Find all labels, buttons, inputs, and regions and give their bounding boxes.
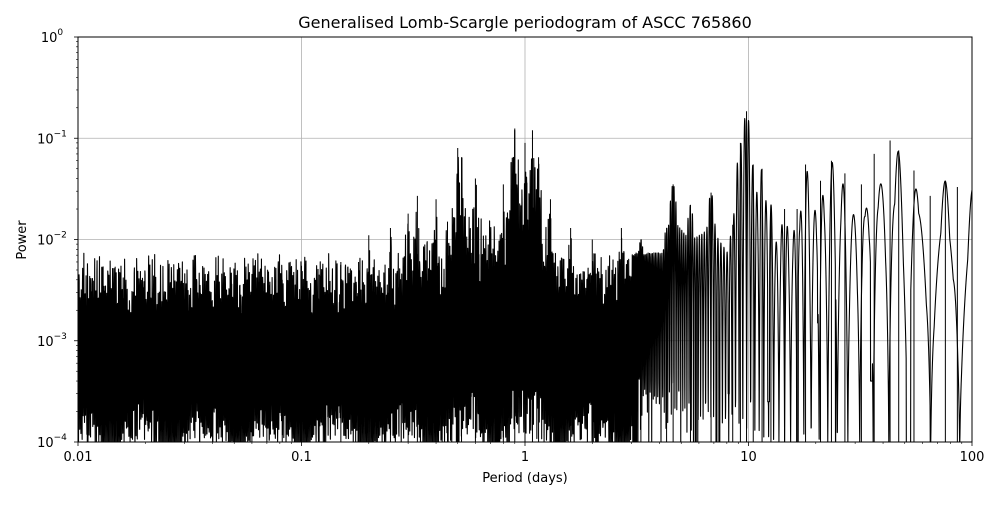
chart-title: Generalised Lomb-Scargle periodogram of …	[298, 13, 752, 32]
data-layer	[77, 111, 973, 443]
y-axis-label: Power	[15, 220, 30, 260]
x-axis-label: Period (days)	[482, 471, 568, 486]
x-tick-label: 0.01	[64, 450, 93, 465]
x-tick-label: 1	[521, 450, 529, 465]
x-tick-label: 100	[960, 450, 985, 465]
x-tick-label: 0.1	[291, 450, 312, 465]
x-tick-label: 10	[740, 450, 757, 465]
